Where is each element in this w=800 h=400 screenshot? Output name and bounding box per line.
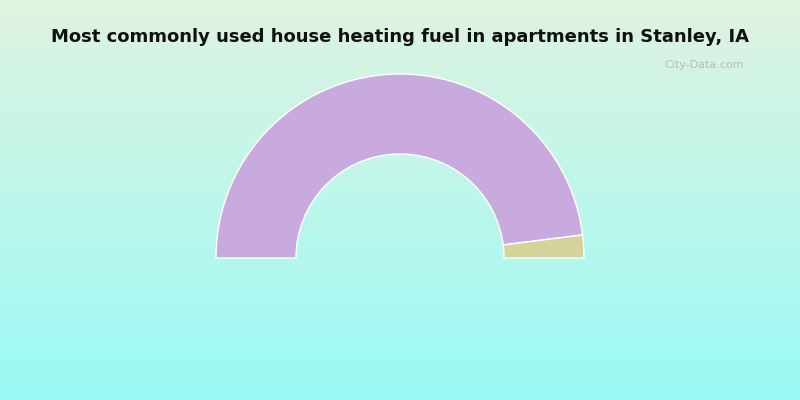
Wedge shape: [503, 235, 584, 258]
Text: Most commonly used house heating fuel in apartments in Stanley, IA: Most commonly used house heating fuel in…: [51, 28, 749, 46]
Text: City-Data.com: City-Data.com: [664, 60, 744, 70]
Wedge shape: [216, 74, 582, 258]
